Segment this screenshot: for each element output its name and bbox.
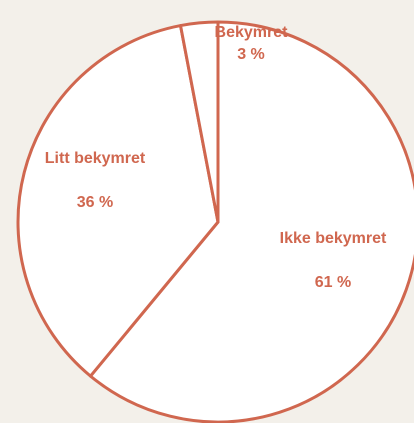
slice-value-label: 61 % [314, 274, 352, 291]
slice-label: Bekymret [214, 24, 288, 41]
slice-value-label: 3 % [237, 46, 265, 63]
pie-slice [16, 24, 220, 378]
slice-label: Litt bekymret [44, 150, 146, 167]
pie-slice [89, 20, 414, 423]
slice-value-label: 36 % [76, 194, 114, 211]
slice-label: Ikke bekymret [279, 230, 387, 247]
pie-slice [179, 20, 220, 224]
